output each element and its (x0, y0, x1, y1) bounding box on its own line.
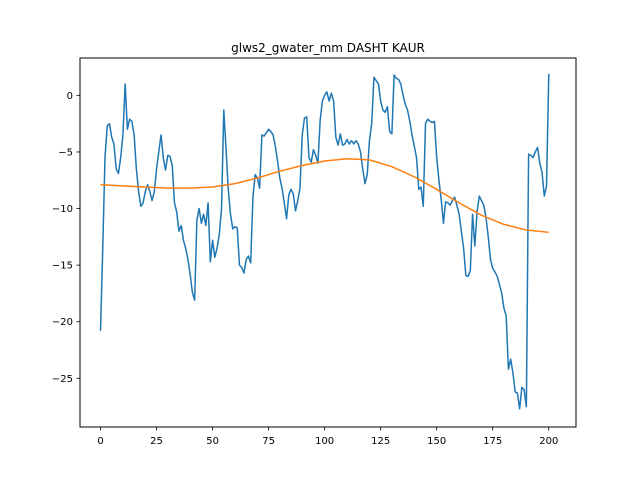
x-tick-label: 100 (315, 436, 334, 447)
series-line-2 (100, 157, 549, 234)
chart-title: glws2_gwater_mm DASHT KAUR (231, 41, 425, 55)
x-tick-label: 0 (97, 436, 103, 447)
series-line-1 (99, 73, 550, 410)
x-tick-label: 25 (150, 436, 163, 447)
x-axis: 0 25 50 75 100 125 150 175 200 (97, 427, 558, 447)
y-tick-label: −5 (58, 147, 73, 158)
x-tick-label: 75 (262, 436, 275, 447)
y-tick-label: −15 (52, 261, 73, 272)
x-tick-label: 175 (483, 436, 502, 447)
y-axis: 0 −5 −10 −15 −20 −25 (52, 91, 80, 385)
x-tick-label: 125 (371, 436, 390, 447)
plot-area (99, 73, 550, 410)
y-tick-label: −25 (52, 374, 73, 385)
axes-frame (79, 57, 577, 428)
y-tick-label: −10 (52, 204, 73, 215)
x-tick-label: 50 (206, 436, 219, 447)
x-tick-label: 150 (427, 436, 446, 447)
y-tick-label: −20 (52, 317, 73, 328)
y-tick-label: 0 (67, 91, 73, 102)
x-tick-label: 200 (539, 436, 558, 447)
